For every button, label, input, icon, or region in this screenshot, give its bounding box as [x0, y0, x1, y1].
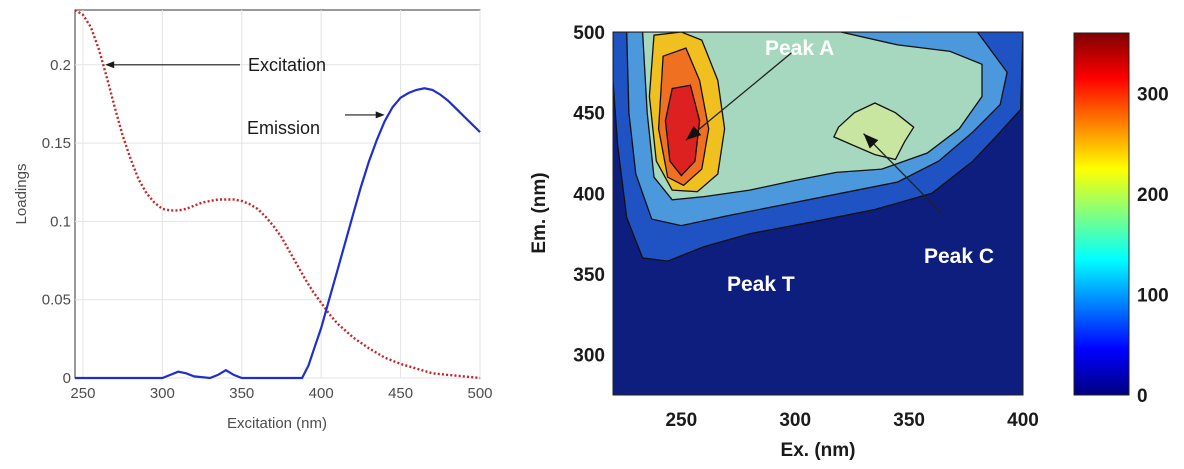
y-tick-label: 350 [573, 265, 605, 286]
line-chart-y-axis-label: Loadings [13, 164, 30, 225]
x-tick-label: 300 [150, 385, 175, 402]
heatmap-x-axis-label: Ex. (nm) [781, 440, 856, 461]
emission-annotation-arrowhead [375, 111, 385, 119]
y-tick-label: 0.15 [42, 135, 71, 152]
peak-c-annotation-arrow [863, 133, 942, 214]
y-tick-label: 0.05 [42, 292, 71, 309]
peak-a-annotation-arrowhead [685, 125, 702, 141]
colorbar-ticks: 0 100 200 300 [1137, 84, 1169, 407]
x-tick-label: 350 [229, 385, 254, 402]
y-tick-label: 0.2 [50, 57, 71, 74]
heatmap-contours [613, 32, 1023, 262]
heatmap-frame [612, 31, 1024, 396]
line-chart: 250 300 350 400 450 500 0 0.05 0.1 0.15 … [13, 8, 493, 432]
contour-level-330 [664, 84, 701, 177]
x-tick-label: 500 [467, 385, 492, 402]
peak-a-label: Peak A [765, 37, 834, 60]
heatmap-y-ticks: 300 350 400 450 500 [573, 23, 605, 367]
colorbar-gradient [1073, 32, 1130, 396]
excitation-annotation-arrowhead [105, 61, 115, 69]
line-chart-x-axis-label: Excitation (nm) [227, 415, 327, 432]
line-chart-x-ticks: 250 300 350 400 450 500 [70, 385, 492, 402]
colorbar: 0 100 200 300 [1073, 32, 1169, 407]
emission-series-line [75, 87, 481, 380]
contour-level-120 [641, 32, 983, 201]
heatmap-chart: Peak A Peak C Peak T 250 300 350 400 300… [529, 23, 1169, 461]
peak-a-annotation-arrow [685, 50, 794, 141]
excitation-series-line [74, 8, 481, 380]
y-tick-label: 400 [573, 184, 605, 205]
line-chart-y-ticks: 0 0.05 0.1 0.15 0.2 [42, 57, 71, 387]
peak-c-label: Peak C [924, 245, 994, 268]
line-chart-plot-area [74, 9, 481, 379]
heatmap-x-ticks: 250 300 350 400 [665, 410, 1038, 431]
y-tick-label: 0.1 [50, 213, 71, 230]
heatmap-y-axis-label: Em. (nm) [529, 172, 550, 253]
x-tick-label: 450 [388, 385, 413, 402]
y-tick-label: 0 [63, 370, 71, 387]
x-tick-label: 350 [893, 410, 925, 431]
contour-level-170 [833, 102, 915, 161]
y-tick-label: 500 [573, 23, 605, 44]
y-tick-label: 300 [573, 346, 605, 367]
emission-annotation-label: Emission [247, 118, 320, 138]
colorbar-tick-label: 100 [1137, 285, 1169, 306]
colorbar-tick-label: 300 [1137, 84, 1169, 105]
colorbar-tick-label: 200 [1137, 185, 1169, 206]
x-tick-label: 400 [1007, 410, 1039, 431]
line-chart-grid [75, 10, 481, 379]
x-tick-label: 300 [779, 410, 811, 431]
peak-c-annotation-arrowhead [863, 133, 879, 149]
x-tick-label: 400 [309, 385, 334, 402]
excitation-annotation-label: Excitation [248, 55, 326, 75]
y-tick-label: 450 [573, 104, 605, 125]
x-tick-label: 250 [70, 385, 95, 402]
colorbar-tick-label: 0 [1137, 386, 1148, 407]
peak-t-label: Peak T [727, 273, 795, 296]
x-tick-label: 250 [665, 410, 697, 431]
